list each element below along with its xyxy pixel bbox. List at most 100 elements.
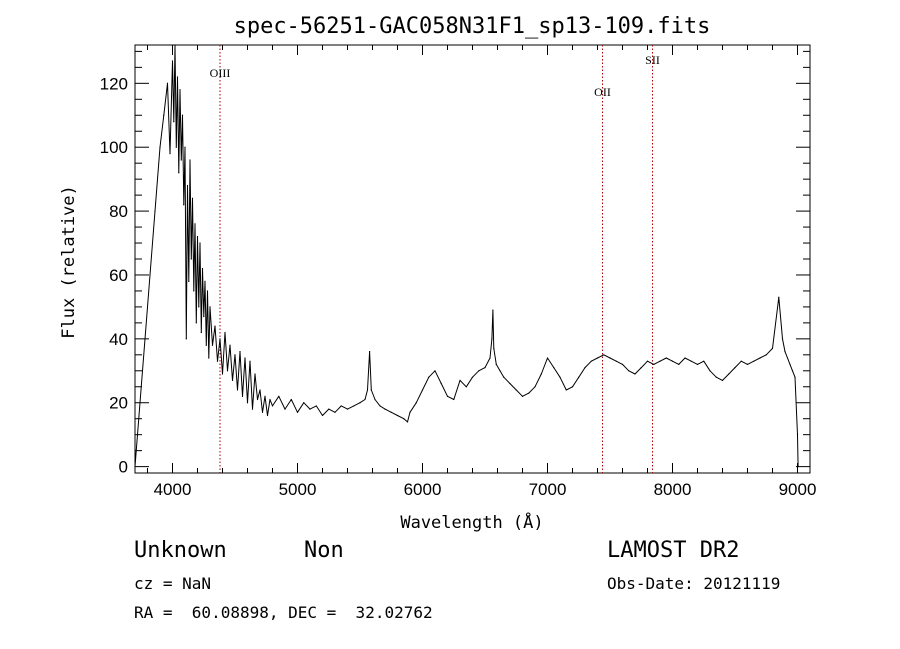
spectrum-point: [184, 146, 186, 148]
spectrum-point: [211, 344, 214, 346]
spectrum-point: [403, 418, 405, 420]
spectrum-point: [709, 370, 711, 372]
spectrum-point: [671, 360, 674, 362]
y-tick-label: 0: [119, 458, 128, 477]
spectrum-point: [528, 392, 530, 394]
line-marker-label: SII: [645, 53, 660, 67]
spectrum-point: [765, 354, 767, 356]
spectrum-point: [353, 405, 355, 407]
spectrum-point: [559, 376, 561, 378]
spectrum-point: [509, 382, 511, 385]
spectrum-point: [185, 338, 187, 340]
spectrum-point: [499, 370, 501, 372]
spectrum-point: [196, 236, 199, 238]
spectrum-point: [515, 389, 517, 391]
spectrum-point: [364, 398, 366, 401]
spectrum-point: [653, 363, 655, 366]
spectrum-point: [478, 370, 480, 372]
spectrum-point: [789, 363, 791, 366]
spectrum-point: [208, 357, 210, 359]
y-tick-label: 100: [100, 138, 128, 157]
spectrum-point: [384, 408, 386, 410]
spectrum-point: [256, 398, 259, 401]
spectrum-point: [214, 325, 216, 327]
spectrum-point: [615, 360, 617, 362]
spectrum-point: [173, 121, 175, 123]
y-tick-label: 60: [109, 266, 128, 285]
spectrum-point: [264, 395, 266, 397]
spectrum-point: [659, 360, 661, 362]
spectrum-point: [646, 360, 649, 362]
spectrum-point: [374, 398, 376, 401]
spectrum-point: [453, 398, 455, 401]
spectrum-point: [169, 152, 171, 155]
spectrum-point: [209, 306, 211, 308]
spectrum-point: [191, 197, 194, 199]
spectrum-point: [628, 370, 630, 372]
spectrum-point: [590, 360, 592, 362]
spectrum-point: [492, 309, 494, 311]
x-tick-label: 8000: [654, 480, 692, 499]
coordinates-text: RA = 60.08898, DEC = 32.02762: [134, 603, 433, 622]
spectrum-point: [753, 360, 755, 362]
spectrum-point: [198, 306, 200, 308]
spectrum-point: [271, 405, 274, 407]
spectrum-point: [249, 360, 251, 362]
spectrum-point: [163, 114, 165, 116]
y-tick-label: 80: [109, 202, 128, 221]
spectrum-point: [415, 402, 417, 404]
spectrum-point: [149, 274, 151, 276]
spectrum-point: [229, 344, 231, 346]
spectrum-point: [266, 414, 269, 417]
chart-title: spec-56251-GAC058N31F1_sp13-109.fits: [234, 14, 711, 39]
spectrum-point: [540, 373, 542, 375]
plot-frame: [134, 44, 811, 474]
spectrum-point: [369, 351, 371, 353]
x-tick-label: 6000: [404, 480, 442, 499]
spectrum-point: [159, 146, 161, 148]
spectrum-point: [690, 360, 692, 362]
spectrum-point: [190, 258, 192, 260]
spectrum-point: [200, 331, 202, 334]
spectrum-point: [784, 351, 786, 353]
spectrum-point: [186, 184, 189, 187]
spectrum-point: [578, 376, 580, 378]
spectrum-point: [296, 411, 299, 413]
spectrum-point: [379, 405, 381, 407]
spectrum-point: [521, 395, 524, 397]
spectrum-point: [193, 290, 195, 292]
spectrum-point: [678, 363, 680, 366]
spectrum-point: [216, 360, 219, 362]
y-tick-label: 40: [109, 330, 128, 349]
spectrum-point: [321, 414, 324, 417]
spectrum-point: [201, 267, 204, 270]
spectrum-point: [205, 344, 207, 346]
spectrum-point: [290, 398, 292, 401]
spectrum-point: [484, 366, 486, 369]
axis-ticks: 4000 5000 6000 7000 8000 9000 0 20 40 60 80 100 120: [100, 45, 816, 499]
spectrum-point: [189, 159, 191, 161]
spectrum-point: [328, 408, 330, 410]
spectrum-point: [489, 357, 491, 359]
spectrum-point: [640, 366, 642, 369]
spectrum-point: [166, 82, 169, 84]
spectrum-point: [503, 376, 505, 378]
spectrum-point: [434, 370, 436, 372]
spectrum-point: [728, 373, 730, 375]
spectrum-point: [203, 315, 205, 318]
spectrum-point: [246, 402, 249, 404]
spectrum-point: [226, 370, 229, 372]
spectrum-point: [359, 402, 361, 404]
spectrum-point: [734, 366, 736, 369]
spectrum-point: [781, 338, 784, 340]
object-subclass: Non: [304, 538, 344, 563]
spectrum-point: [179, 89, 181, 91]
y-axis-label: Flux (relative): [59, 185, 79, 339]
spectrum-point: [219, 338, 221, 340]
spectrum-point: [334, 411, 336, 413]
spectrum-point: [796, 434, 799, 436]
spectrum-point: [746, 363, 749, 366]
x-tick-label: 5000: [279, 480, 317, 499]
spectrum-point: [406, 421, 409, 423]
spectrum-point: [409, 411, 411, 413]
